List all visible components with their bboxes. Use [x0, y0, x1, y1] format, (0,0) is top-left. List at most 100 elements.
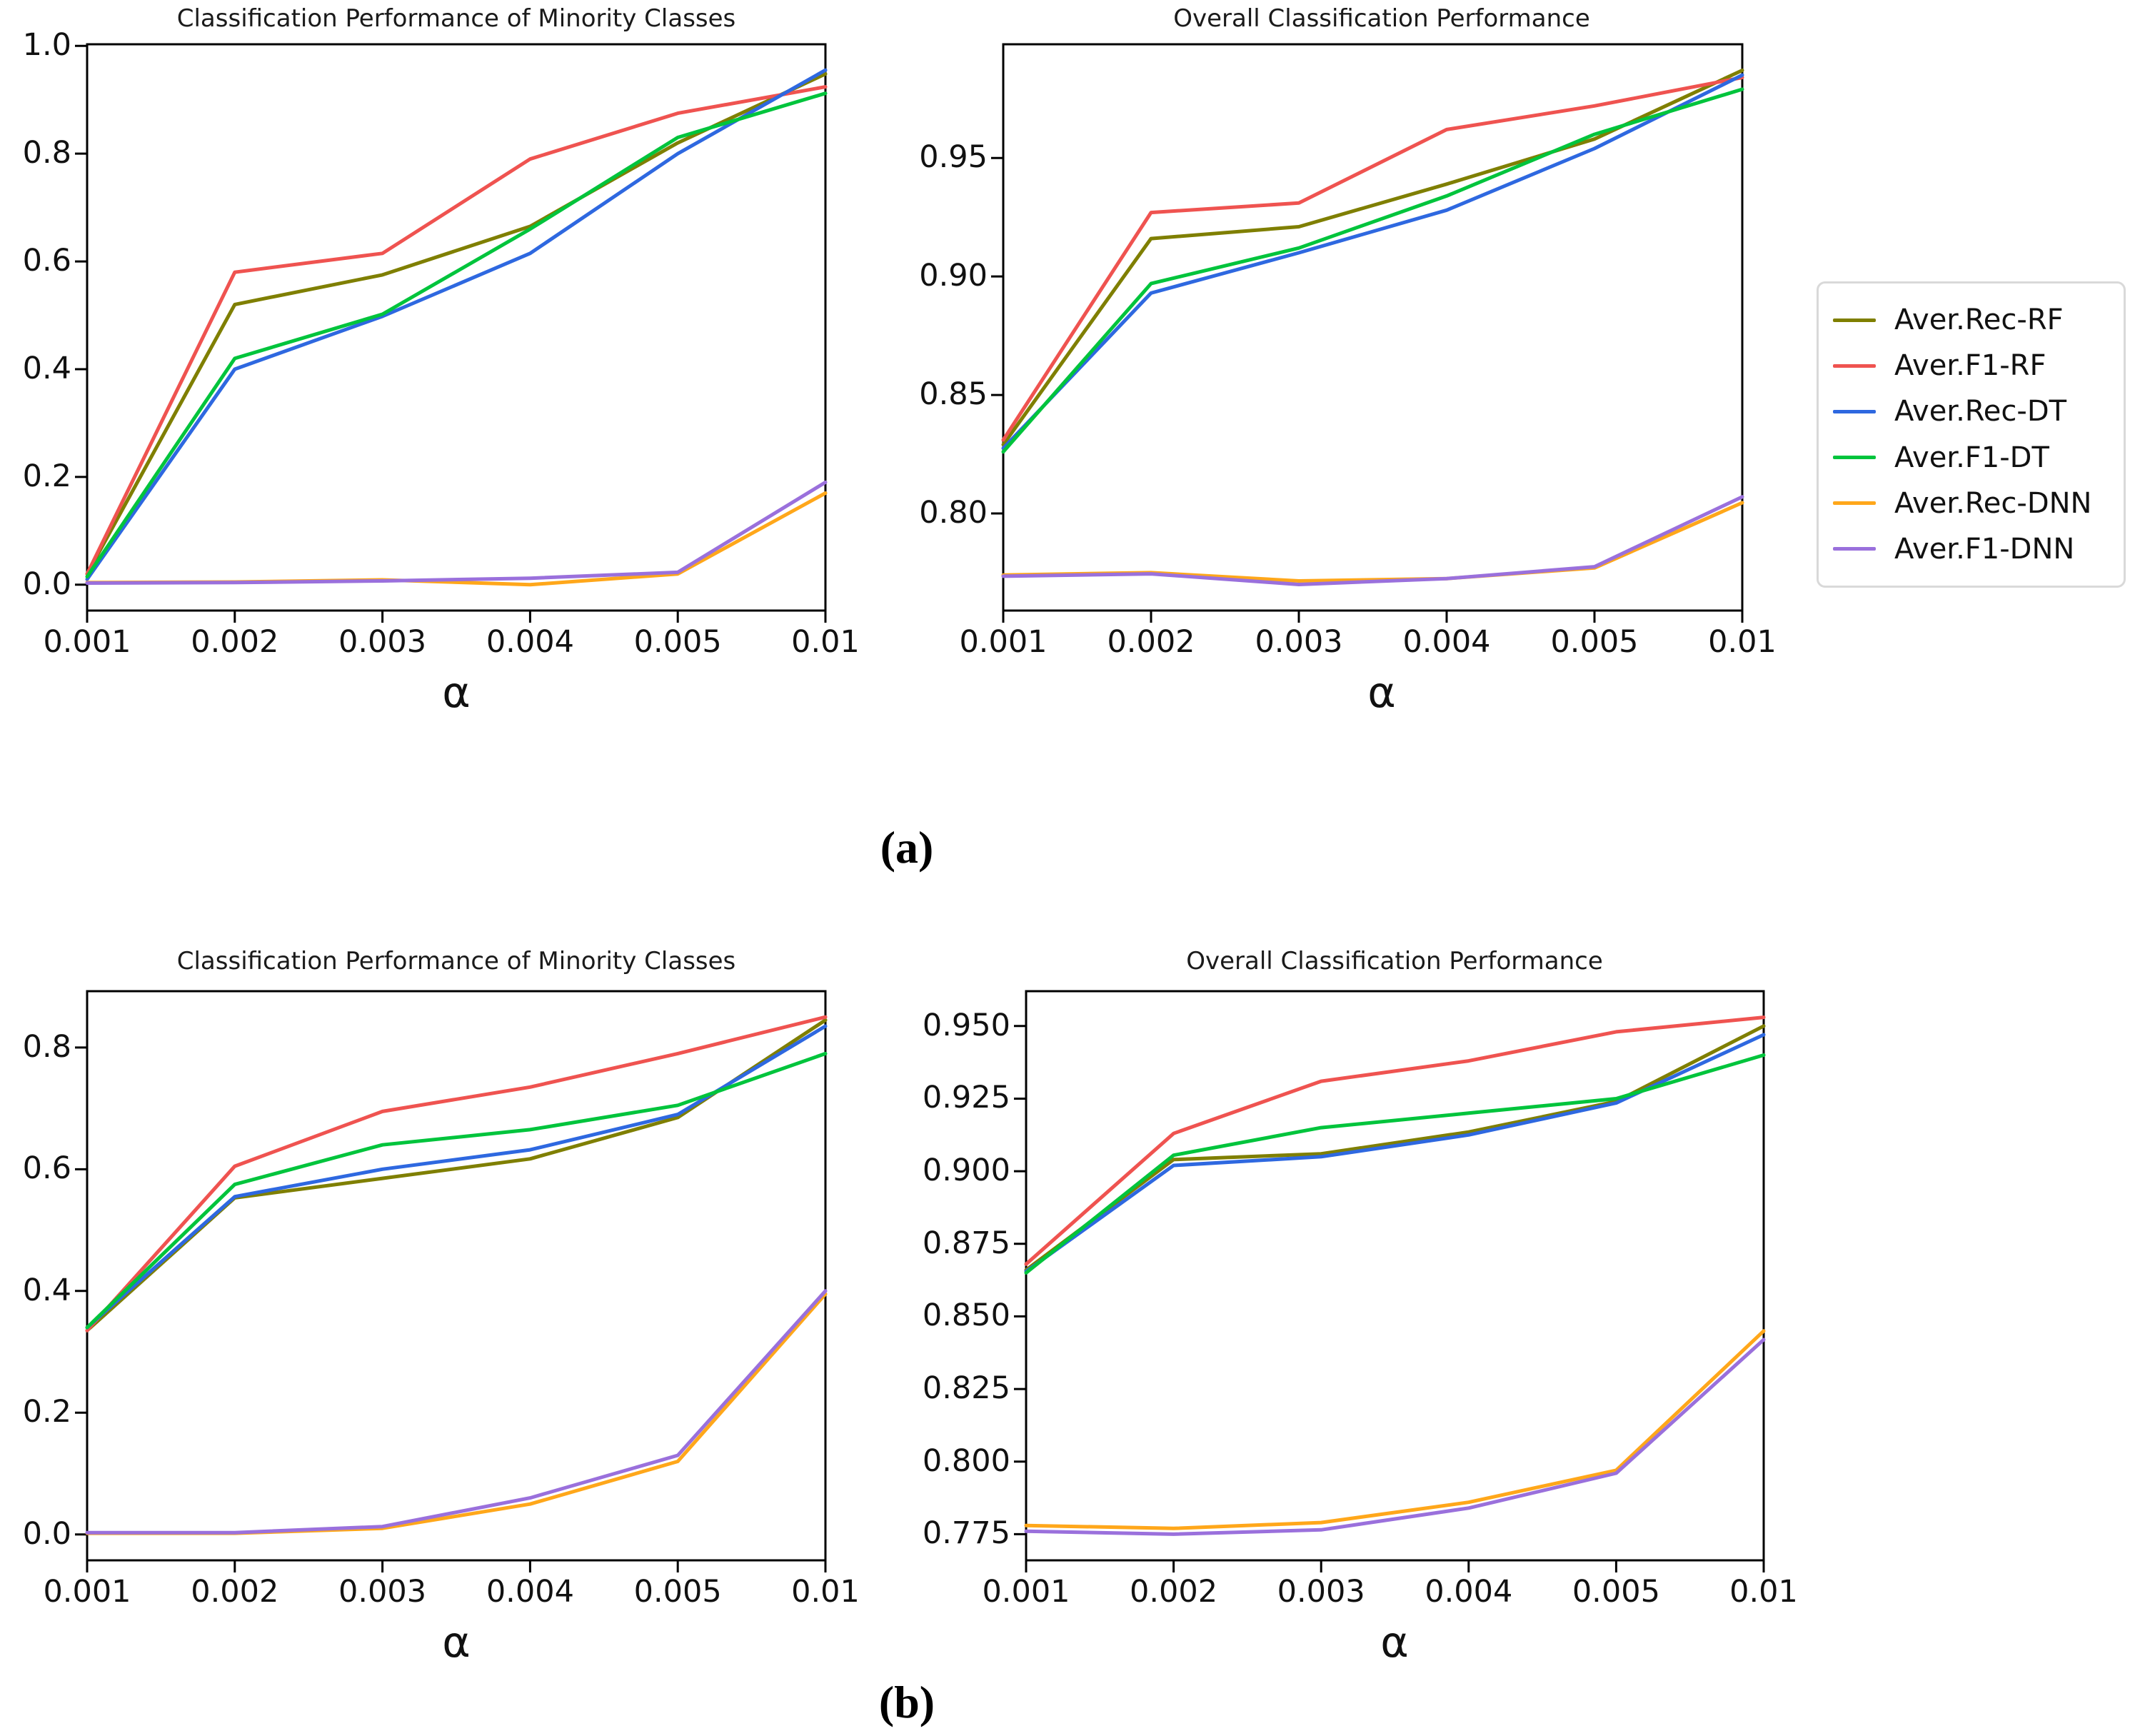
x-tick-label: 0.002 — [1130, 1574, 1218, 1610]
legend-item: Aver.F1-RF — [1833, 349, 2119, 382]
series-line-aver-f1-rf — [1024, 1015, 1766, 1266]
legend-label: Aver.F1-DT — [1894, 441, 2049, 474]
legend-item: Aver.Rec-RF — [1833, 303, 2119, 336]
y-tick-label: 0.85 — [919, 376, 988, 413]
legend-label: Aver.Rec-DNN — [1894, 486, 2092, 520]
y-tick-label: 0.925 — [922, 1080, 1010, 1116]
legend-label: Aver.F1-RF — [1894, 349, 2046, 383]
y-tick-label: 0.825 — [922, 1370, 1010, 1407]
legend-label: Aver.Rec-RF — [1894, 303, 2064, 337]
y-tick-label: 0.850 — [922, 1298, 1010, 1334]
series-line-aver-f1-dnn — [85, 1289, 828, 1535]
legend-label: Aver.Rec-DT — [1894, 395, 2067, 428]
series-line-aver-rec-rf — [1001, 69, 1744, 447]
x-tick-label: 0.002 — [1107, 624, 1195, 660]
y-tick-label: 0.4 — [22, 1272, 71, 1308]
y-tick-label: 0.0 — [22, 1515, 71, 1552]
series-line-aver-rec-dt — [85, 68, 828, 581]
series-line-aver-f1-dnn — [1024, 1338, 1766, 1536]
x-axis-label: α — [1380, 1617, 1409, 1667]
x-tick-label: 0.004 — [1402, 624, 1491, 660]
x-tick-label: 0.001 — [959, 624, 1048, 660]
x-tick-label: 0.004 — [486, 1574, 574, 1610]
y-tick-label: 1.0 — [22, 27, 71, 64]
x-tick-label: 0.002 — [191, 1574, 279, 1610]
legend-item: Aver.F1-DT — [1833, 441, 2119, 474]
y-tick-label: 0.6 — [22, 1150, 71, 1187]
y-tick-label: 0.95 — [919, 139, 988, 176]
x-tick-label: 0.003 — [1277, 1574, 1365, 1610]
y-tick-label: 0.80 — [919, 494, 988, 531]
series-line-aver-rec-dnn — [1001, 501, 1744, 583]
series-line-aver-rec-rf — [85, 72, 828, 576]
series-line-aver-f1-rf — [85, 1015, 828, 1333]
chart-title: Overall Classification Performance — [1173, 4, 1590, 33]
y-tick-label: 0.8 — [22, 135, 71, 171]
chart-title: Classification Performance of Minority C… — [176, 947, 736, 975]
line-swatch-f1-rf — [1833, 363, 1876, 368]
x-tick-label: 0.001 — [982, 1574, 1070, 1610]
series-line-aver-rec-rf — [85, 1018, 828, 1333]
y-tick-label: 0.90 — [919, 258, 988, 294]
x-tick-label: 0.003 — [1255, 624, 1343, 660]
y-tick-label: 0.875 — [922, 1225, 1010, 1261]
chart-title: Classification Performance of Minority C… — [176, 4, 736, 33]
x-tick-label: 0.005 — [633, 1574, 722, 1610]
x-tick-label: 0.01 — [791, 624, 860, 660]
series-line-aver-rec-rf — [1024, 1024, 1766, 1272]
plot-area-minority-b — [75, 990, 828, 1572]
x-tick-label: 0.004 — [1425, 1574, 1513, 1610]
legend-item: Aver.F1-DNN — [1833, 533, 2119, 566]
y-tick-label: 0.900 — [922, 1153, 1010, 1189]
line-swatch-rec-dnn — [1833, 501, 1876, 506]
series-line-aver-rec-dnn — [1024, 1329, 1766, 1530]
x-tick-label: 0.01 — [791, 1574, 860, 1610]
x-tick-label: 0.001 — [43, 624, 131, 660]
x-axis-label: α — [442, 1617, 471, 1667]
panel-label-b: (b) — [878, 1677, 935, 1727]
series-line-aver-f1-dt — [85, 1051, 828, 1330]
series-line-aver-f1-dt — [85, 91, 828, 578]
x-tick-label: 0.001 — [43, 1574, 131, 1610]
series-line-aver-f1-dnn — [85, 480, 828, 585]
y-tick-label: 0.775 — [922, 1515, 1010, 1552]
line-swatch-f1-dt — [1833, 456, 1876, 460]
x-tick-label: 0.005 — [1550, 624, 1639, 660]
chart-title: Overall Classification Performance — [1186, 947, 1603, 975]
series-line-aver-f1-rf — [1001, 76, 1744, 442]
x-tick-label: 0.004 — [486, 624, 574, 660]
series-line-aver-f1-dnn — [1001, 495, 1744, 586]
x-tick-label: 0.002 — [191, 624, 279, 660]
y-tick-label: 0.2 — [22, 458, 71, 494]
plot-area-overall-a — [991, 43, 1744, 623]
y-tick-label: 0.800 — [922, 1443, 1010, 1479]
y-tick-label: 0.6 — [22, 243, 71, 279]
x-tick-label: 0.005 — [633, 624, 722, 660]
plot-area-minority-a — [75, 43, 828, 623]
x-tick-label: 0.01 — [1729, 1574, 1798, 1610]
y-tick-label: 0.8 — [22, 1028, 71, 1065]
line-swatch-f1-dnn — [1833, 547, 1876, 551]
line-swatch-rec-dt — [1833, 409, 1876, 413]
x-tick-label: 0.003 — [338, 624, 427, 660]
panel-label-a: (a) — [880, 822, 934, 873]
line-swatch-rec-rf — [1833, 318, 1876, 322]
series-line-aver-rec-dnn — [85, 491, 828, 587]
series-line-aver-f1-dt — [1024, 1053, 1766, 1275]
y-tick-label: 0.0 — [22, 566, 71, 602]
x-axis-label: α — [1367, 668, 1396, 718]
legend-item: Aver.Rec-DT — [1833, 395, 2119, 428]
plot-area-overall-b — [1014, 990, 1766, 1572]
series-line-aver-f1-dt — [1001, 87, 1744, 454]
series-line-aver-rec-dt — [1001, 73, 1744, 451]
legend-item: Aver.Rec-DNN — [1833, 487, 2119, 520]
x-tick-label: 0.01 — [1708, 624, 1777, 660]
x-tick-label: 0.003 — [338, 1574, 427, 1610]
series-line-aver-rec-dt — [85, 1024, 828, 1330]
x-tick-label: 0.005 — [1572, 1574, 1660, 1610]
y-tick-label: 0.950 — [922, 1007, 1010, 1043]
x-axis-label: α — [442, 668, 471, 718]
legend-label: Aver.F1-DNN — [1894, 532, 2075, 566]
y-tick-label: 0.2 — [22, 1394, 71, 1430]
series-line-aver-f1-rf — [85, 85, 828, 576]
